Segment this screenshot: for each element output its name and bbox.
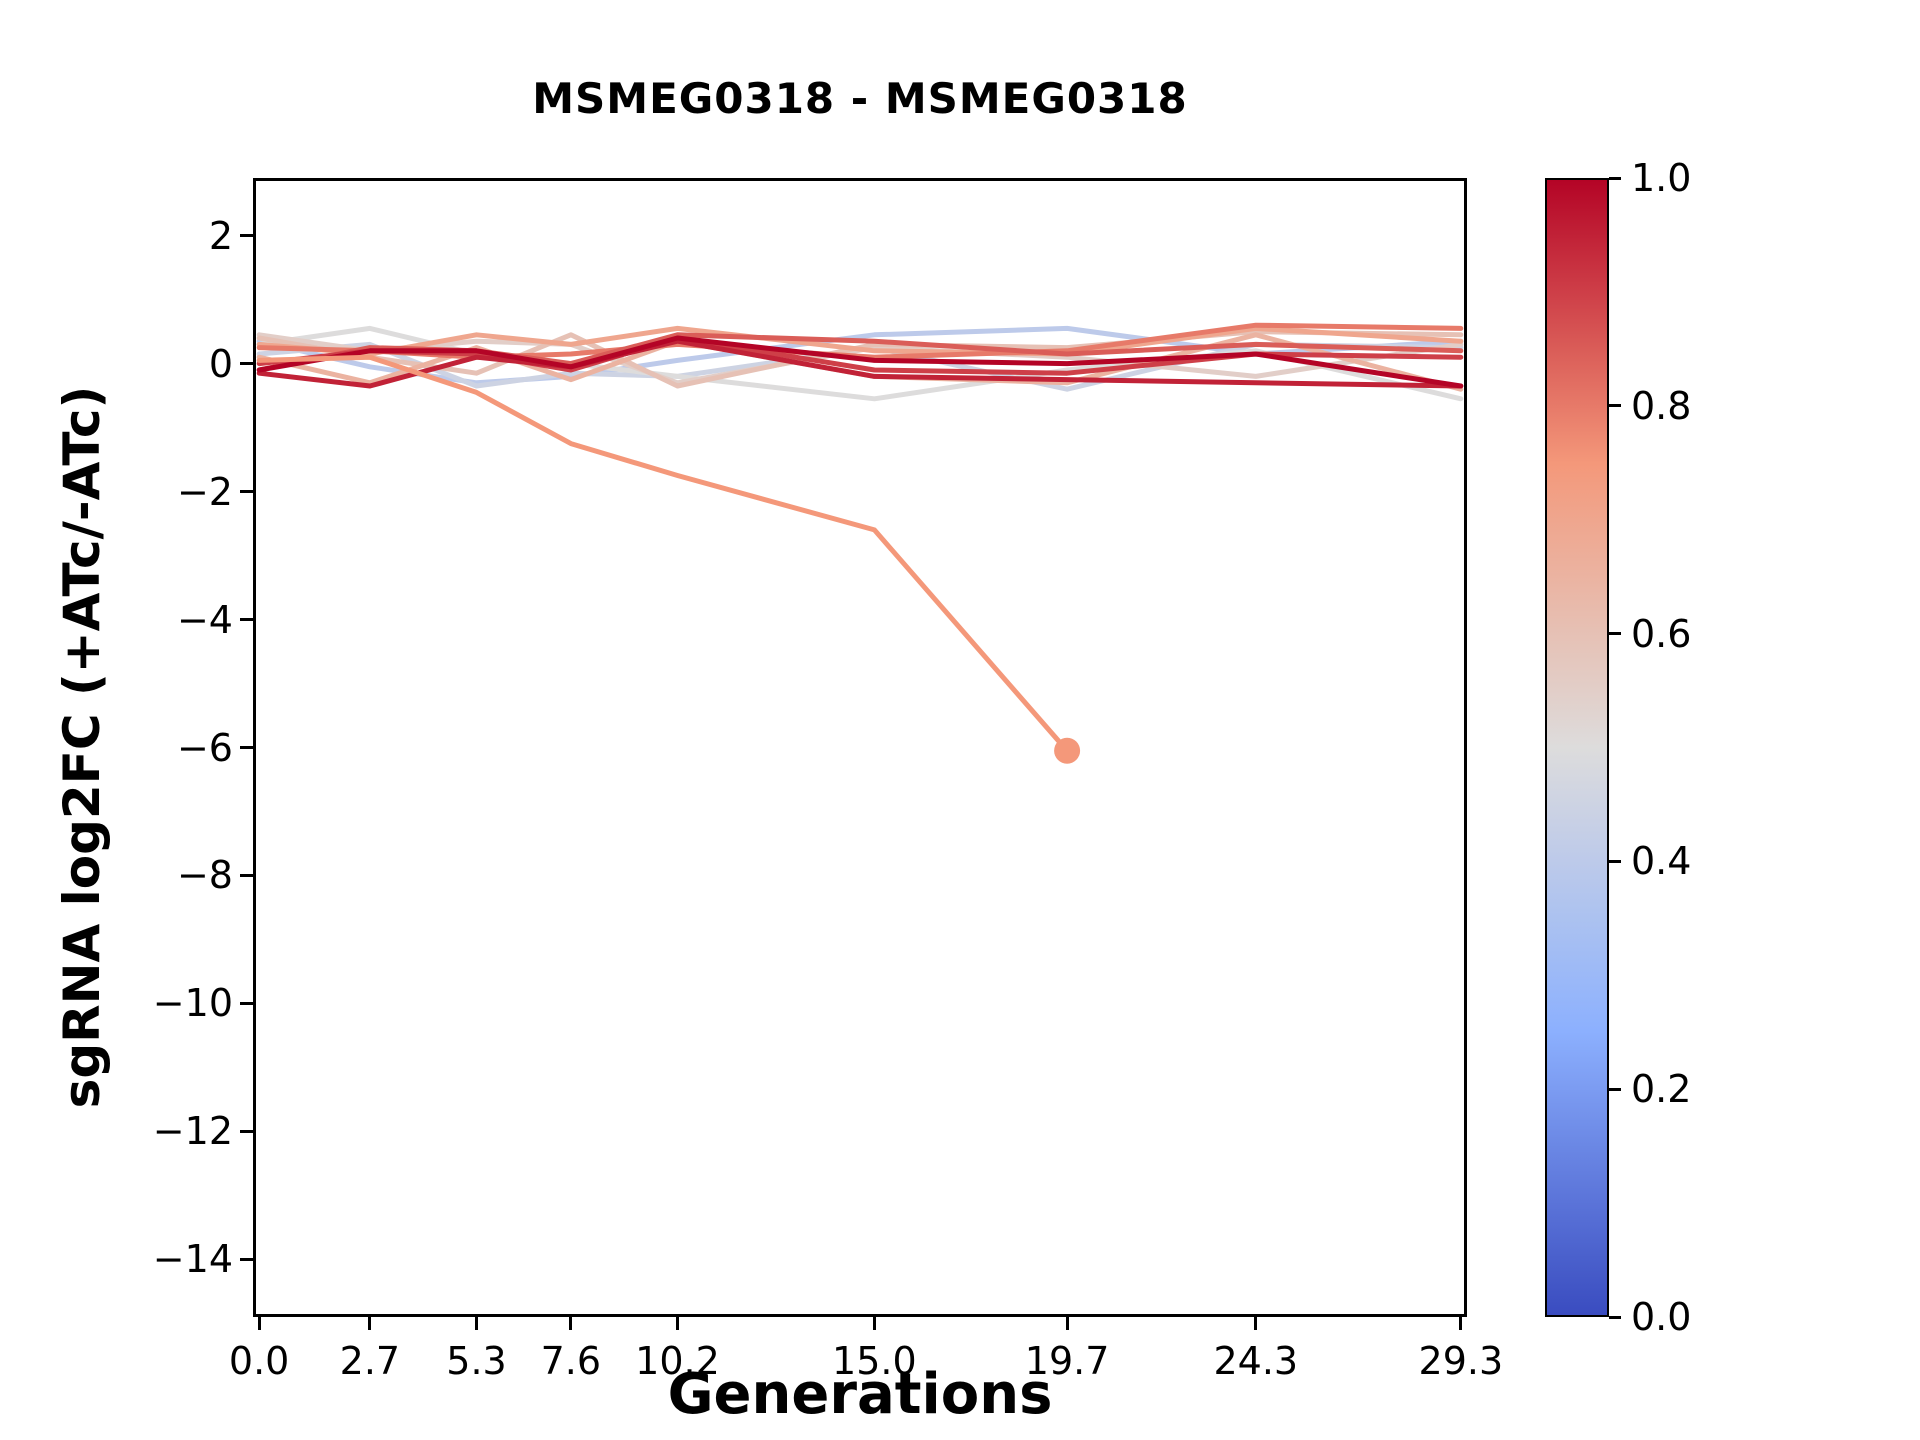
y-tick-mark — [240, 234, 253, 238]
x-tick-label: 2.7 — [339, 1339, 401, 1383]
y-tick-mark — [240, 746, 253, 749]
x-tick-label: 5.3 — [446, 1339, 507, 1383]
y-tick-label: 0 — [208, 341, 233, 386]
y-tick-mark — [240, 1129, 253, 1133]
x-tick-label: 0.0 — [228, 1339, 290, 1383]
plot-area — [253, 178, 1467, 1317]
y-tick-mark — [240, 362, 253, 366]
colorbar-tick-mark — [1609, 859, 1621, 863]
x-tick-mark — [475, 1317, 479, 1330]
x-tick-mark — [1065, 1317, 1069, 1330]
y-tick-label: −2 — [176, 469, 233, 514]
series-lines — [256, 322, 1464, 764]
y-tick-label: −4 — [176, 597, 233, 642]
y-tick-mark — [240, 1257, 253, 1261]
y-tick-label: −6 — [176, 725, 233, 770]
colorbar-tick-label: 1.0 — [1631, 156, 1692, 200]
x-tick-mark — [872, 1317, 876, 1330]
colorbar — [1545, 178, 1609, 1317]
x-tick-label: 10.2 — [635, 1339, 720, 1383]
chart-title: MSMEG0318 - MSMEG0318 — [532, 74, 1188, 123]
colorbar-tick-mark — [1609, 404, 1621, 408]
y-tick-label: −10 — [152, 981, 233, 1026]
y-tick-label: 2 — [208, 213, 233, 258]
colorbar-tick-mark — [1609, 1087, 1621, 1091]
x-tick-label: 19.7 — [1024, 1339, 1110, 1383]
colorbar-tick-label: 0.0 — [1631, 1295, 1692, 1339]
colorbar-tick-mark — [1609, 1315, 1621, 1319]
y-tick-mark — [240, 873, 253, 877]
y-tick-label: −14 — [152, 1237, 233, 1282]
y-tick-mark — [240, 1001, 253, 1005]
y-tick-label: −8 — [176, 853, 233, 898]
x-tick-mark — [368, 1317, 372, 1330]
x-tick-mark — [257, 1317, 261, 1330]
x-tick-mark — [1254, 1317, 1258, 1330]
colorbar-tick-mark — [1609, 632, 1621, 636]
y-tick-mark — [240, 490, 253, 494]
x-tick-label: 7.6 — [540, 1339, 602, 1383]
x-tick-mark — [569, 1317, 573, 1330]
x-tick-mark — [1459, 1317, 1463, 1330]
x-tick-mark — [675, 1317, 679, 1330]
x-axis-label: Generations — [667, 1362, 1053, 1427]
x-tick-label: 29.3 — [1418, 1339, 1504, 1383]
colorbar-tick-label: 0.2 — [1631, 1067, 1692, 1112]
colorbar-tick-label: 0.4 — [1631, 839, 1692, 884]
y-tick-mark — [240, 618, 253, 622]
colorbar-tick-label: 0.6 — [1631, 611, 1692, 656]
colorbar-tick-mark — [1609, 176, 1621, 180]
colorbar-tick-label: 0.8 — [1631, 383, 1692, 428]
y-tick-label: −12 — [152, 1109, 233, 1154]
x-tick-label: 24.3 — [1213, 1339, 1299, 1383]
x-tick-label: 15.0 — [832, 1339, 917, 1383]
